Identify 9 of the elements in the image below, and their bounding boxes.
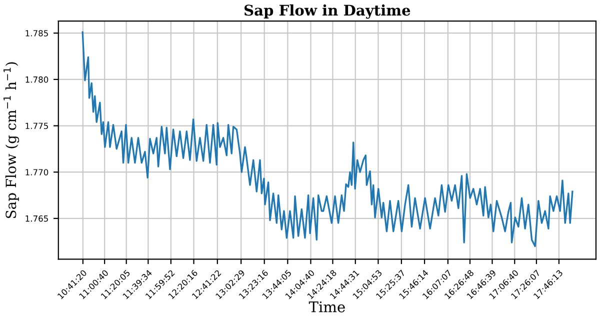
y-tick-label: 1.765 <box>26 215 48 222</box>
y-tick-label: 1.780 <box>26 76 48 83</box>
y-tick-label: 1.770 <box>26 169 48 176</box>
y-tick-label: 1.775 <box>26 122 48 130</box>
y-tick-label: 1.785 <box>26 30 48 36</box>
line-series <box>82 31 574 248</box>
y-axis-title: Sap Flow (g cm$^{−1}$ h$^{−1}$) <box>4 62 20 218</box>
x-axis-title: Time <box>308 301 345 312</box>
chart-title: Sap Flow in Daytime <box>244 4 410 19</box>
